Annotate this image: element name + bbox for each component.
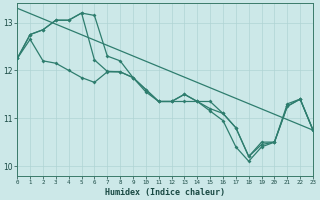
X-axis label: Humidex (Indice chaleur): Humidex (Indice chaleur) xyxy=(105,188,225,197)
